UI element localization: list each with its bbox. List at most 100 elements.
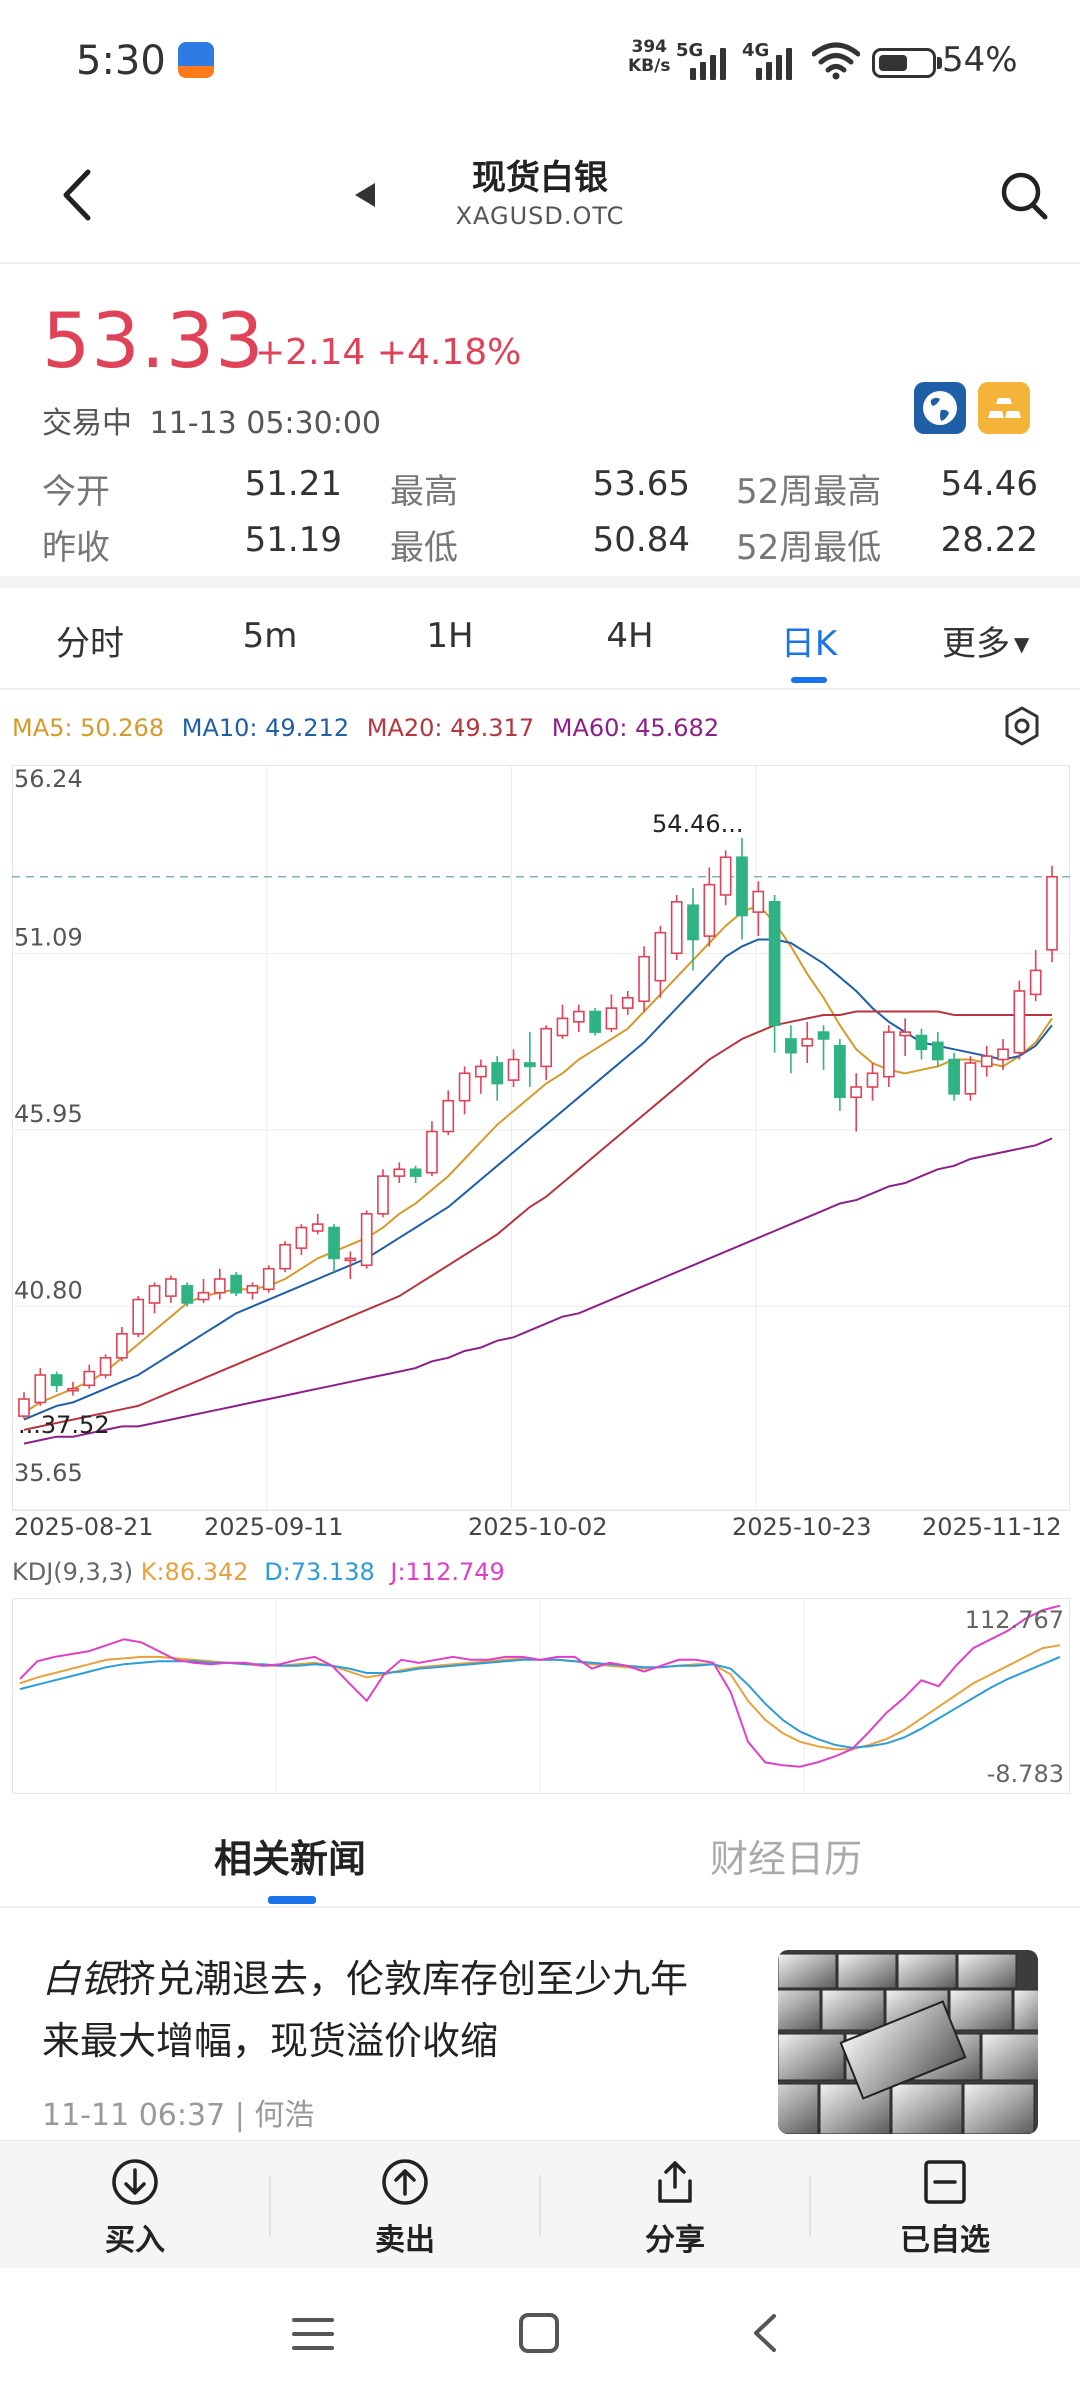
share-button[interactable]: 分享 [540,2141,810,2269]
y-tick-label: 112.767 [965,1606,1064,1634]
battery-tip [937,57,942,69]
tab-related-news[interactable]: 相关新闻 [214,1837,367,1881]
candle-body [556,1017,569,1037]
tab-daily-k[interactable]: 日K [780,624,838,664]
low-marker-label: ...37.52 [18,1411,110,1439]
news-headline-emphasis: 白银 [42,1957,119,2001]
kdj-legend: KDJ(9,3,3) K:86.342 D:73.138 J:112.749 [12,1558,505,1586]
candle-body [687,904,699,941]
watchlist-icon [924,2160,966,2204]
candlestick-chart[interactable]: 56.24 51.09 45.95 40.80 35.65 2025-08-21 2025-… [12,765,1070,1545]
candle-body [67,1387,79,1392]
tab-timeshare[interactable]: 分时 [56,624,124,664]
system-back-icon[interactable] [744,2310,790,2356]
price-change: +2.14 +4.18% [255,332,521,373]
stat-label: 52周最高 [736,472,882,512]
wifi-icon [812,42,860,80]
kdj-chart[interactable]: 112.767 -8.783 [12,1598,1070,1794]
tab-1h[interactable]: 1H [426,616,474,656]
candle-body [442,1099,455,1133]
candle-body [50,1374,63,1387]
last-price: 53.33 [42,296,265,385]
candle-body [1046,875,1058,951]
candle-body [540,1027,553,1068]
ma5-line [23,904,1053,1414]
section-divider [0,576,1080,588]
y-tick-label: -8.783 [987,1760,1064,1788]
change-percent: +4.18% [376,332,522,373]
period-tabs: 分时 5m 1H 4H 日K 更多 ▼ [0,588,1080,690]
news-thumbnail[interactable] [778,1950,1038,2134]
candle-body [785,1038,797,1054]
change-value: +2.14 [255,332,366,373]
news-meta: 11-11 06:37 | 何浩 [42,2098,315,2133]
tab-more[interactable]: 更多 ▼ [942,616,1062,665]
action-divider [539,2175,541,2237]
candle-body [736,856,748,917]
menu-icon[interactable] [290,2312,336,2356]
previous-symbol-button[interactable] [345,170,385,220]
home-icon[interactable] [516,2310,562,2356]
candle-body [360,1213,373,1267]
action-divider [269,2175,271,2237]
candle-body [882,1031,895,1078]
app-notification-icon [178,42,214,78]
candle-body [393,1168,406,1177]
sell-button[interactable]: 卖出 [270,2141,540,2269]
gold-bars-icon[interactable] [978,382,1030,434]
active-tab-indicator [791,677,827,683]
x-tick-label: 2025-08-21 [14,1513,153,1541]
signal-5g-label: 5G [676,40,704,61]
tab-4h[interactable]: 4H [606,616,654,656]
globe-icon[interactable] [914,382,966,434]
signal-4g-label: 4G [742,40,770,61]
candle-body [99,1357,112,1376]
tab-5m[interactable]: 5m [242,616,298,656]
back-button[interactable] [50,160,110,230]
candle-body [475,1065,487,1078]
candle-body [164,1278,177,1297]
stat-label: 昨收 [42,528,110,568]
candle-body [768,901,781,1027]
ma10-label: MA10: 49.212 [181,714,350,742]
candle-body [83,1370,96,1387]
candle-body [850,1086,863,1099]
watchlist-button[interactable]: 已自选 [810,2141,1080,2269]
symbol-code: XAGUSD.OTC [455,202,625,230]
news-headline[interactable]: 白银挤兑潮退去，伦敦库存创至少九年来最大增幅，现货溢价收缩 [42,1948,722,2072]
candle-body [181,1285,194,1304]
buy-button[interactable]: 买入 [0,2141,270,2269]
candle-body [670,901,683,955]
signal-4g-icon [756,46,792,80]
caret-down-icon: ▼ [1014,632,1030,656]
quote-stats: 今开 51.21 最高 53.65 52周最高 54.46 昨收 51.19 最… [0,450,1080,570]
chart-settings-icon[interactable] [1000,704,1044,748]
tab-economic-calendar[interactable]: 财经日历 [710,1837,863,1881]
x-tick-label: 2025-10-23 [732,1513,871,1541]
candle-body [344,1257,357,1262]
kdj-name: KDJ(9,3,3) [12,1558,134,1586]
tab-more-label: 更多 [942,624,1010,664]
x-tick-label: 2025-10-02 [468,1513,607,1541]
high-marker-label: 54.46... [652,810,744,838]
page-title: 现货白银 [472,158,608,198]
stat-value: 28.22 [940,520,1038,560]
buy-label: 买入 [105,2223,165,2258]
ma-legend: MA5: 50.268 MA10: 49.212 MA20: 49.317 MA… [12,714,719,742]
stat-value: 54.46 [940,464,1038,504]
ma60-line [23,1137,1053,1445]
candle-body [964,1062,977,1095]
search-button[interactable] [995,160,1055,230]
kdj-d-label: D:73.138 [264,1558,375,1586]
share-icon [658,2161,692,2203]
candle-body [295,1226,308,1249]
x-tick-label: 2025-09-11 [204,1513,343,1541]
y-tick-label: 56.24 [14,765,83,793]
stat-value: 50.84 [592,520,690,560]
watchlist-label: 已自选 [900,2223,990,2258]
stat-value: 51.19 [244,520,342,560]
quote-datetime: 11-13 05:30:00 [149,406,381,441]
x-tick-label: 2025-11-12 [922,1513,1061,1541]
system-navigation-bar [0,2268,1080,2400]
candle-body [703,883,716,937]
